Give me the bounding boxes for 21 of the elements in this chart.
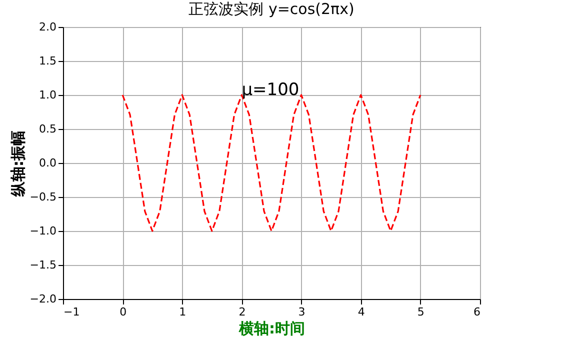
y-tick-label: −1.5 [30, 258, 56, 272]
y-tick-label: 1.5 [39, 54, 56, 68]
x-tick-label: −1 [64, 306, 80, 318]
y-tick-label: −1.0 [30, 224, 56, 238]
y-tick-label: 1.0 [39, 88, 56, 102]
x-axis-title: 横轴:时间 [238, 320, 305, 338]
x-tick-label: 0 [120, 306, 127, 318]
chart-title: 正弦波实例 y=cos(2πx) [188, 0, 354, 18]
y-tick-label: 0.0 [39, 156, 56, 170]
x-tick-label: 6 [474, 306, 480, 318]
y-tick-label: −2.0 [30, 292, 56, 306]
x-tick-label: 2 [238, 306, 246, 318]
x-tick-label: 1 [179, 306, 186, 318]
y-tick-label: 2.0 [39, 20, 56, 34]
x-tick-label: 4 [358, 306, 365, 318]
y-tick-label: 0.5 [39, 122, 56, 136]
y-tick-label: −0.5 [30, 190, 56, 204]
x-tick-label: 5 [417, 306, 424, 318]
x-tick-label: 3 [298, 306, 306, 318]
y-axis-title: 纵轴:振幅 [8, 130, 27, 198]
annotation: μ=100 [242, 80, 300, 100]
